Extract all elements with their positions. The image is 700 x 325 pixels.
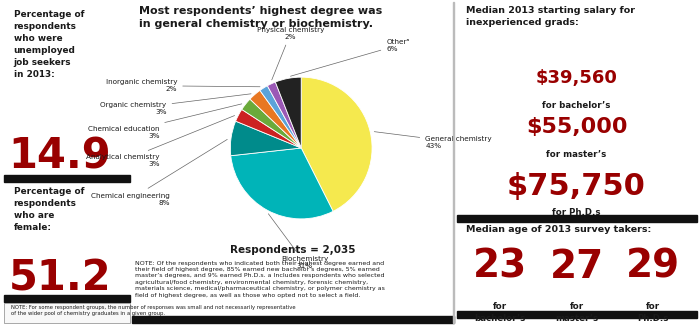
Bar [4, 295, 130, 303]
Text: Most respondents’ highest degree was
in general chemistry or biochemistry.: Most respondents’ highest degree was in … [139, 6, 382, 29]
Text: Median age of 2013 survey takers:: Median age of 2013 survey takers: [466, 225, 652, 234]
Text: for
master’s: for master’s [555, 303, 598, 323]
Bar [4, 175, 130, 182]
Text: for
Ph.D.s: for Ph.D.s [638, 303, 669, 323]
Text: 14.9: 14.9 [8, 135, 111, 177]
Text: $55,000: $55,000 [526, 117, 627, 137]
Text: Median 2013 starting salary for
inexperienced grads:: Median 2013 starting salary for inexperi… [466, 6, 635, 27]
Bar [132, 316, 454, 323]
Text: 51.2: 51.2 [8, 257, 111, 299]
Text: Percentage of
respondents
who are
female:: Percentage of respondents who are female… [13, 187, 84, 232]
Bar [456, 310, 696, 318]
Bar [453, 2, 454, 323]
Text: 29: 29 [626, 248, 680, 286]
Text: 23: 23 [473, 248, 527, 286]
Text: $39,560: $39,560 [536, 69, 617, 87]
Text: for master’s: for master’s [547, 150, 607, 159]
Text: for
bachelor’s: for bachelor’s [474, 303, 525, 323]
Text: for Ph.D.s: for Ph.D.s [552, 208, 601, 216]
Text: for bachelor’s: for bachelor’s [542, 101, 610, 111]
Text: NOTE: For some respondent groups, the number of responses was small and not nece: NOTE: For some respondent groups, the nu… [11, 305, 295, 316]
Bar [456, 215, 696, 222]
Text: $75,750: $75,750 [507, 172, 646, 201]
FancyBboxPatch shape [4, 304, 130, 323]
Text: Percentage of
respondents
who were
unemployed
job seekers
in 2013:: Percentage of respondents who were unemp… [13, 10, 84, 79]
Text: Respondents = 2,035: Respondents = 2,035 [230, 244, 356, 254]
Text: NOTE: Of the respondents who indicated both their highest degree earned and
thei: NOTE: Of the respondents who indicated b… [135, 261, 385, 298]
Text: 27: 27 [550, 248, 603, 286]
